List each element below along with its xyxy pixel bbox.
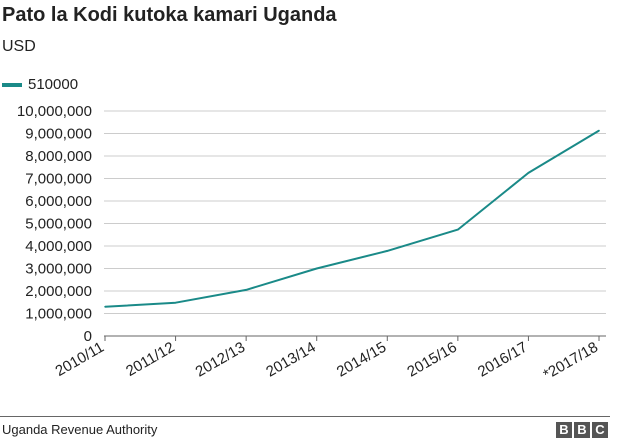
legend-label: 510000 xyxy=(28,76,79,93)
logo-letter: C xyxy=(592,422,608,438)
x-tick-label: 2014/15 xyxy=(334,339,389,381)
footer-divider xyxy=(0,416,610,417)
data-point xyxy=(457,228,459,231)
y-tick-label: 6,000,000 xyxy=(25,193,92,210)
data-point xyxy=(598,129,600,132)
bbc-logo: B B C xyxy=(556,422,608,438)
data-point xyxy=(245,289,247,291)
y-tick-label: 4,000,000 xyxy=(25,238,92,255)
legend: 510000 xyxy=(2,76,78,93)
y-tick-label: 1,000,000 xyxy=(25,306,92,323)
chart-subtitle: USD xyxy=(2,38,36,55)
y-tick-label: 8,000,000 xyxy=(25,148,92,165)
data-point xyxy=(386,250,389,252)
chart-title: Pato la Kodi kutoka kamari Uganda xyxy=(2,4,337,26)
logo-letter: B xyxy=(556,422,572,438)
y-tick-label: 0 xyxy=(84,328,92,345)
y-tick-label: 10,000,000 xyxy=(17,103,92,120)
x-tick-label: 2015/16 xyxy=(404,339,459,381)
data-point xyxy=(315,267,318,270)
logo-letter: B xyxy=(574,422,590,438)
series-layer xyxy=(104,129,600,308)
y-tick-label: 7,000,000 xyxy=(25,171,92,188)
data-point xyxy=(104,305,106,308)
x-tick-label: 2010/11 xyxy=(53,339,107,380)
source-note: Uganda Revenue Authority xyxy=(2,422,158,437)
y-tick-label: 2,000,000 xyxy=(25,283,92,300)
x-tick-label: 2011/12 xyxy=(123,339,177,380)
x-tick-label: 2016/17 xyxy=(475,339,530,381)
y-tick-label: 3,000,000 xyxy=(25,261,92,278)
grid-layer xyxy=(104,110,606,314)
legend-swatch xyxy=(2,82,22,87)
y-tick-label: 5,000,000 xyxy=(25,216,92,233)
x-tick-label: 2012/13 xyxy=(193,339,248,381)
series-line xyxy=(104,129,600,308)
x-tick-label: *2017/18 xyxy=(540,339,601,384)
data-point xyxy=(174,301,177,304)
y-tick-label: 9,000,000 xyxy=(25,126,92,143)
axis-layer: 0 1,000,000 2,000,000 3,000,000 4,000,000 5,0… xyxy=(17,103,606,383)
data-point xyxy=(527,172,530,174)
x-tick-label: 2013/14 xyxy=(263,339,318,381)
